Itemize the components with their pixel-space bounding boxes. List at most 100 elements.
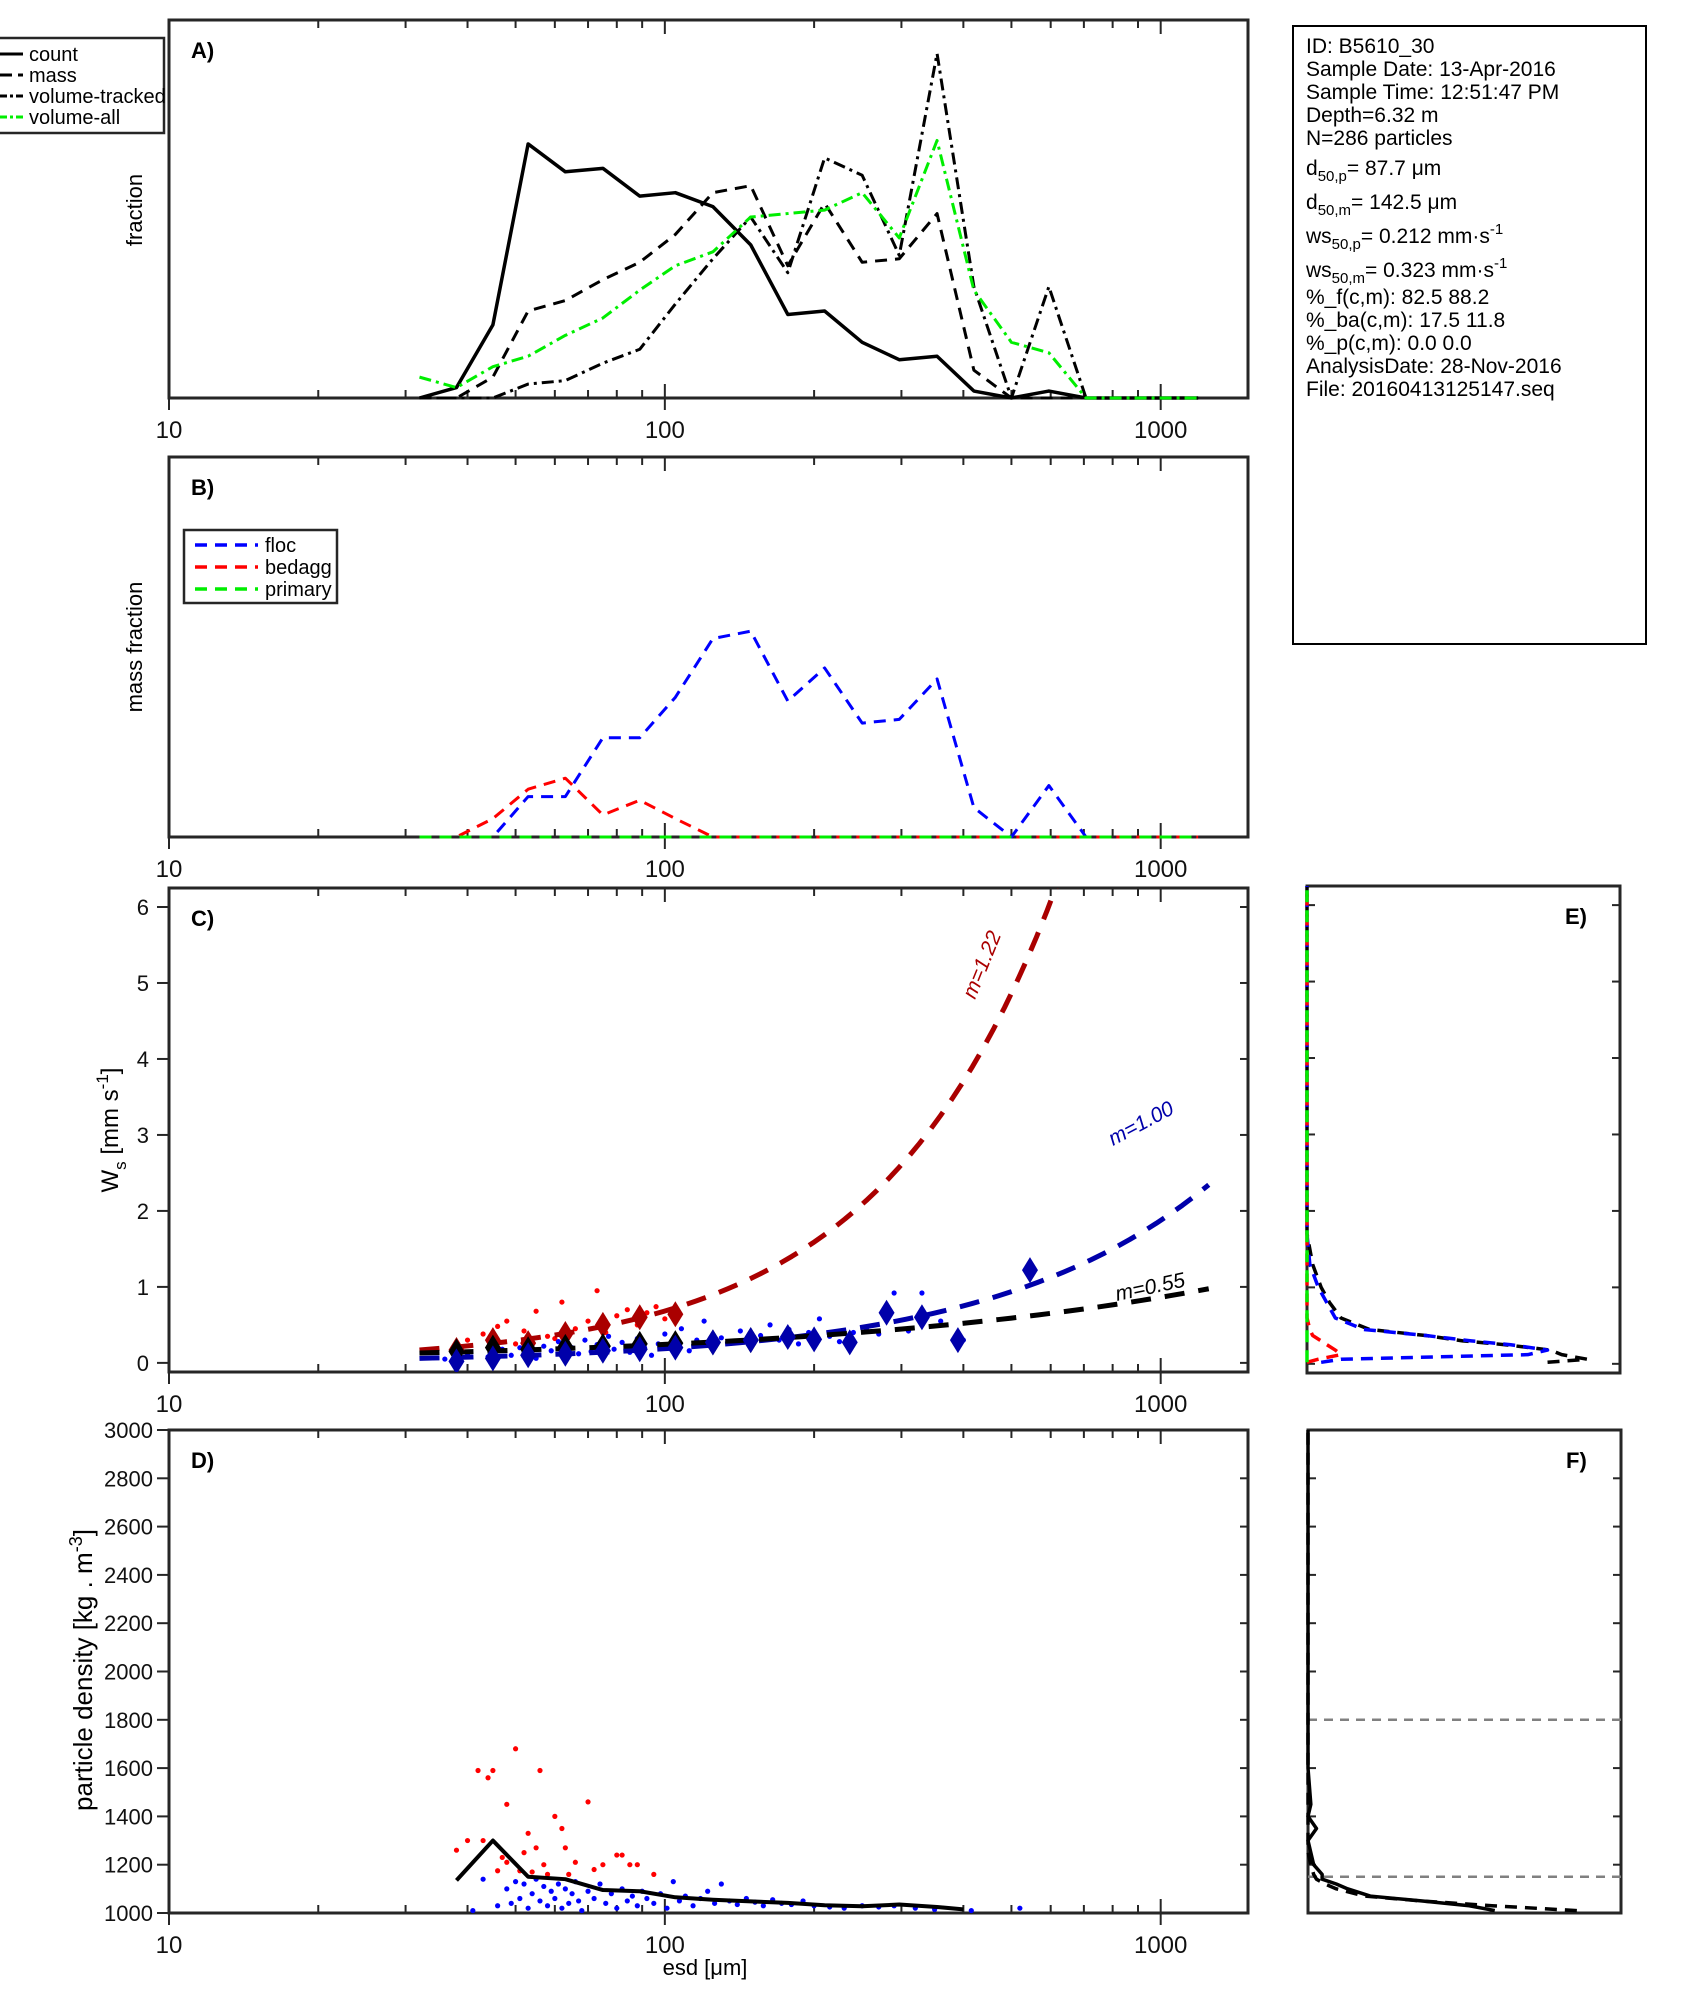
- y-label-main: W: [97, 1169, 124, 1192]
- axes-frame: [167, 1428, 1250, 1915]
- profile-mass: [1306, 1430, 1577, 1913]
- scatter-point-floc: [718, 1881, 724, 1887]
- y-tick-label: 0: [137, 1351, 149, 1376]
- ws50-m-value: = 0.323 mm·s: [1365, 259, 1494, 282]
- panel-label: D): [191, 1448, 214, 1473]
- scatter-point-floc: [718, 1335, 724, 1341]
- d50-m-value: = 142.5 μm: [1351, 191, 1458, 214]
- mean-marker-bedagg-means: [594, 1311, 611, 1338]
- sample-depth: Depth=6.32 m: [1306, 104, 1439, 127]
- mean-marker-floc-means: [742, 1327, 759, 1354]
- scatter-point-bedagg: [572, 1326, 578, 1332]
- scatter-point-bedagg: [504, 1801, 510, 1807]
- scatter-point-floc: [603, 1900, 609, 1906]
- panel-d: 10 100 1000 1000 1200 1400 1600 1800 2000 2200 240…: [66, 1418, 1250, 1980]
- scatter-point-floc: [470, 1907, 476, 1914]
- ws50-p-sub: 50,p: [1331, 236, 1361, 253]
- y-tick-label: 3000: [104, 1418, 153, 1443]
- mean-marker-floc-means: [806, 1326, 823, 1353]
- scatter-point-floc: [664, 1905, 670, 1911]
- x-tick-label: 10: [156, 856, 183, 883]
- scatter-point-bedagg: [541, 1862, 547, 1868]
- legend-label-primary: primary: [265, 579, 332, 601]
- legend-label-count: count: [29, 44, 78, 66]
- panel-a: 10 100 1000 A) fraction countmassvolume-track…: [0, 18, 1250, 444]
- d50-p-value: = 87.7 μm: [1346, 157, 1442, 180]
- scatter-point-bedagg: [521, 1328, 527, 1334]
- scatter-point-floc: [648, 1352, 655, 1358]
- scatter-point-floc: [569, 1891, 575, 1897]
- y-tick-label: 2200: [104, 1611, 153, 1636]
- legend-box: [182, 528, 339, 605]
- series-bedagg: [419, 776, 1199, 839]
- scatter-point-bedagg: [453, 1847, 460, 1853]
- scatter-point-bedagg: [651, 1871, 657, 1877]
- y-tick-label: 2400: [104, 1563, 153, 1588]
- profile-count: [1306, 1430, 1496, 1913]
- series-volume-all: [419, 138, 1199, 400]
- panel-e: E): [1305, 884, 1622, 1375]
- ws50-m: ws50,m= 0.323 mm·s-1: [1306, 256, 1633, 286]
- profile-floc: [1305, 886, 1550, 1365]
- scatter-point-floc: [566, 1900, 572, 1906]
- legend-box: [0, 36, 166, 135]
- fit-label-m122: m=1.22: [958, 927, 1006, 1001]
- ws50-p-value: = 0.212 mm·s: [1360, 225, 1490, 248]
- median-density-line: [455, 1838, 964, 1912]
- x-tick-label: 100: [645, 856, 685, 883]
- sample-time: Sample Time: 12:51:47 PM: [1306, 81, 1560, 104]
- scatter-point-bedagg: [585, 1799, 591, 1805]
- scatter-point-floc: [541, 1883, 547, 1890]
- d50-m: d50,m= 142.5 μm: [1306, 188, 1633, 218]
- scatter-point-floc: [585, 1888, 591, 1894]
- panel-f: F): [1306, 1428, 1623, 1915]
- series-floc: [419, 629, 1199, 839]
- legend-label-volume-all: volume-all: [29, 107, 120, 129]
- mean-marker-floc-means: [484, 1345, 501, 1372]
- mean-marker-floc-means: [949, 1327, 966, 1354]
- scatter-point-bedagg: [537, 1767, 543, 1774]
- mean-marker-floc-means: [594, 1337, 611, 1364]
- y-tick-label: 2800: [104, 1466, 153, 1491]
- scatter-point-bedagg: [495, 1323, 501, 1330]
- y-tick-label: 2000: [104, 1660, 153, 1685]
- mean-marker-floc-means: [631, 1336, 648, 1363]
- scatter-point-bedagg: [559, 1825, 565, 1832]
- scatter-point-floc: [651, 1900, 657, 1906]
- scatter-point-floc: [559, 1905, 565, 1911]
- scatter-point-bedagg: [521, 1850, 527, 1856]
- scatter-point-bedagg: [627, 1862, 633, 1868]
- y-tick-label: 1000: [104, 1901, 153, 1926]
- panel-label: E): [1565, 904, 1587, 929]
- scatter-point-floc: [644, 1895, 650, 1902]
- scatter-point-floc: [504, 1886, 510, 1892]
- axes-frame: [1305, 884, 1622, 1375]
- scatter-point-bedagg: [653, 1304, 659, 1310]
- d50-p: d50,p= 87.7 μm: [1306, 154, 1633, 184]
- y-label-end: ]: [68, 1529, 98, 1536]
- pct-bedagg: %_ba(c,m): 17.5 11.8: [1306, 309, 1506, 332]
- scatter-point-floc: [548, 1888, 554, 1894]
- scatter-point-floc: [508, 1352, 514, 1358]
- scatter-point-floc: [624, 1898, 630, 1904]
- mean-marker-floc-means: [704, 1329, 721, 1356]
- scatter-point-bedagg: [512, 1746, 519, 1752]
- scatter-point-floc: [591, 1895, 597, 1902]
- panel-label: F): [1566, 1448, 1587, 1473]
- fit-curve-m=1.22: [419, 888, 1059, 1353]
- scatter-point-bedagg: [544, 1333, 551, 1339]
- d50-p-sub: 50,p: [1317, 168, 1347, 185]
- scatter-point-floc: [919, 1290, 925, 1296]
- series-volume-tracked: [419, 51, 1199, 400]
- scatter-point-floc: [737, 1328, 743, 1334]
- scatter-point-bedagg: [480, 1837, 486, 1844]
- scatter-point-floc: [712, 1900, 718, 1906]
- y-tick-label: 6: [137, 895, 149, 920]
- scatter-point-bedagg: [480, 1331, 486, 1337]
- x-tick-label: 1000: [1134, 856, 1187, 883]
- scatter-point-bedagg: [585, 1318, 591, 1324]
- scatter-point-bedagg: [504, 1859, 510, 1865]
